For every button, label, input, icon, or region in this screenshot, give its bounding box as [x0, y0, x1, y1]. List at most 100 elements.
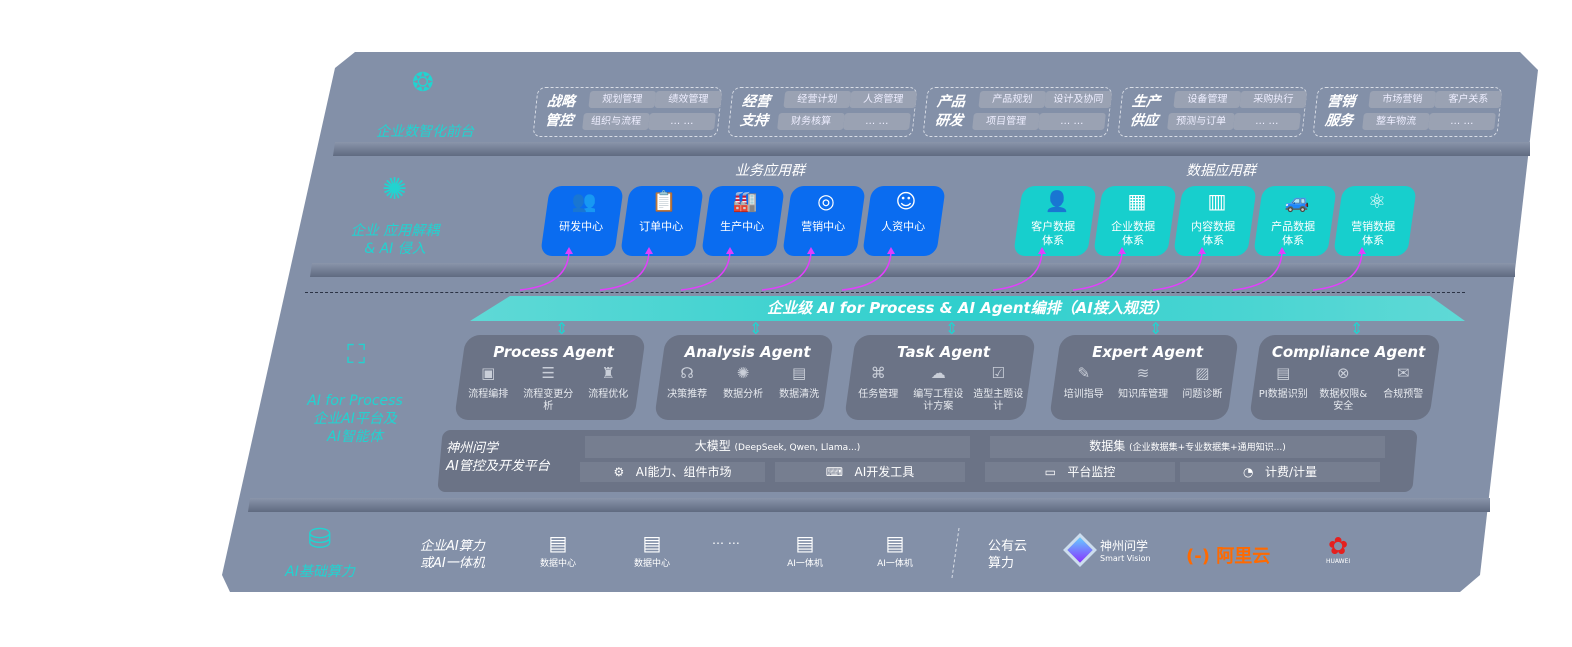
agent-capability: ✎ 培训指导 [1054, 364, 1113, 401]
connector-arrow [1152, 249, 1203, 291]
huawei-logo: ✿ HUAWEI [1326, 532, 1351, 565]
connector-arrow [1312, 249, 1363, 291]
platform-monitor[interactable]: ▭ 平台监控 [985, 462, 1175, 482]
dev-tools[interactable]: ⌨ AI开发工具 [775, 462, 965, 482]
bidirectional-arrow-icon: ⇕ [1149, 319, 1163, 338]
agent-capability: ✉ 合规预警 [1374, 364, 1433, 413]
layer-label-ai: AI for Process 企业AI平台及 AI智能体 [307, 393, 403, 445]
capability-icon: ✎ [1077, 364, 1091, 382]
agent-card[interactable]: Process Agent ▣ 流程编排 ☰ 流程变更分析 ♜ 流程优化 [454, 335, 646, 420]
capability-label: 合规预警 [1383, 389, 1424, 400]
agent-card[interactable]: Compliance Agent ▤ PI数据识别 ⊗ 数据权限& 安全 ✉ 合规预警 [1249, 335, 1441, 420]
server-label: AI一体机 [787, 559, 823, 569]
bidirectional-arrow-icon: ⇕ [749, 319, 763, 338]
agent-capability: ▣ 流程编排 [459, 364, 518, 413]
billing-label: 计费/计量 [1264, 465, 1317, 479]
connector-arrow [841, 249, 892, 291]
server-item: ▤ AI一体机 [785, 530, 825, 569]
agent-capability: ✺ 数据分析 [715, 364, 770, 401]
server-icon: ▤ [795, 531, 815, 555]
layer-label-apps: 企业 应用解耦 & AI 侵入 [350, 223, 440, 257]
layer-divider [248, 498, 1490, 512]
bidirectional-arrow-icon: ⇕ [945, 319, 959, 338]
server-label: 数据中心 [633, 559, 670, 569]
capability-label: 数据权限& 安全 [1319, 389, 1368, 412]
agent-card[interactable]: Analysis Agent ☊ 决策推荐 ✺ 数据分析 ▤ 数据清洗 [654, 335, 834, 420]
molecule-icon: ✺ [382, 172, 408, 207]
arrow-head [1118, 247, 1126, 254]
arrow-head [726, 247, 734, 254]
agent-capability: ▤ 数据清洗 [771, 364, 826, 401]
layer-divider [310, 263, 1515, 277]
orchestration-banner: 企业级 AI for Process & AI Agent编排（AI接入规范） [470, 296, 1465, 321]
ellipsis: … … [712, 533, 740, 547]
huawei-name: HUAWEI [1326, 558, 1351, 565]
layer-divider [333, 142, 1530, 156]
aliyun-logo: (-) 阿里云 [1186, 546, 1271, 567]
capability-icon: ☰ [541, 364, 555, 382]
server-item: ▤ AI一体机 [875, 530, 915, 569]
capability-label: 数据清洗 [779, 389, 820, 400]
brain-icon: ❂ [412, 68, 434, 98]
face-scan-icon: ⛶ [347, 340, 366, 370]
capability-icon: ▤ [1276, 364, 1291, 382]
server-icon: ▤ [885, 531, 905, 555]
agent-capability: ▨ 问题诊断 [1173, 364, 1232, 401]
model-label: 大模型 [694, 439, 731, 453]
capability-icon: ⊗ [1336, 364, 1350, 382]
connector-arrow [599, 249, 650, 291]
capability-label: 造型主题设计 [973, 389, 1024, 412]
agent-capability: ☰ 流程变更分析 [519, 364, 578, 413]
capability-label: 流程编排 [468, 389, 509, 400]
capability-icon: ▨ [1195, 364, 1210, 382]
arrow-head [565, 247, 573, 254]
smart-vision-en: Smart Vision [1100, 554, 1151, 563]
billing[interactable]: ◔ 计费/计量 [1180, 462, 1380, 482]
platform-title: 神州问学 AI管控及开发平台 [446, 441, 550, 474]
agent-capability: ⊗ 数据权限& 安全 [1314, 364, 1373, 413]
capability-label: 培训指导 [1063, 389, 1104, 400]
capability-icon: ≋ [1136, 364, 1150, 382]
capability-label: 数据分析 [723, 389, 764, 400]
layer-label-infra: AI基础算力 [285, 564, 355, 580]
agent-capability: ♜ 流程优化 [579, 364, 638, 413]
capability-icon: ☊ [680, 364, 694, 382]
capability-icon: ▤ [791, 364, 807, 382]
dataset-label: 数据集 [1089, 439, 1126, 453]
private-compute-label: 企业AI算力 或AI一体机 [420, 539, 485, 571]
agent-capability: ▤ PI数据识别 [1254, 364, 1313, 413]
public-cloud-label: 公有云 算力 [988, 539, 1028, 571]
arrow-head [807, 247, 815, 254]
capability-icon: ☁ [930, 364, 946, 382]
agent-card[interactable]: Expert Agent ✎ 培训指导 ≋ 知识库管理 ▨ 问题诊断 [1049, 335, 1239, 420]
layer-label-front: 企业数智化前台 [376, 124, 474, 140]
model-note: (DeepSeek, Qwen, Llama...) [734, 443, 861, 453]
agent-capability: ☁ 编写工程设计方案 [909, 364, 968, 413]
connector-arrow [519, 249, 570, 291]
dataset-bar: 数据集 (企业数据集+专业数据集+通用知识...) [990, 436, 1385, 458]
connector-arrow [1072, 249, 1123, 291]
monitor-icon: ▭ [1044, 465, 1056, 479]
capability-label: 任务管理 [858, 389, 899, 400]
bidirectional-arrow-icon: ⇕ [555, 319, 569, 338]
business-apps-title: 业务应用群 [735, 163, 805, 179]
capability-label: 流程优化 [588, 389, 629, 400]
market-icon: ⚙ [613, 465, 625, 479]
agent-capability: ☑ 造型主题设计 [969, 364, 1028, 413]
server-label: AI一体机 [877, 559, 913, 569]
data-apps-title: 数据应用群 [1186, 163, 1256, 179]
market-label: AI能力、组件市场 [635, 465, 732, 479]
agent-card[interactable]: Task Agent ⌘ 任务管理 ☁ 编写工程设计方案 ☑ 造型主题设计 [844, 335, 1036, 420]
agent-capability: ≋ 知识库管理 [1114, 364, 1173, 401]
dataset-note: (企业数据集+专业数据集+通用知识...) [1129, 443, 1286, 453]
arrow-head [887, 247, 895, 254]
code-icon: ⌨ [825, 465, 844, 479]
capability-icon: ⌘ [870, 364, 886, 382]
component-market[interactable]: ⚙ AI能力、组件市场 [580, 462, 765, 482]
connector-arrow [761, 249, 812, 291]
arrow-head [1358, 247, 1366, 254]
connector-arrow [680, 249, 731, 291]
agent-name: Expert Agent [1092, 343, 1204, 361]
capability-label: PI数据识别 [1258, 389, 1308, 400]
